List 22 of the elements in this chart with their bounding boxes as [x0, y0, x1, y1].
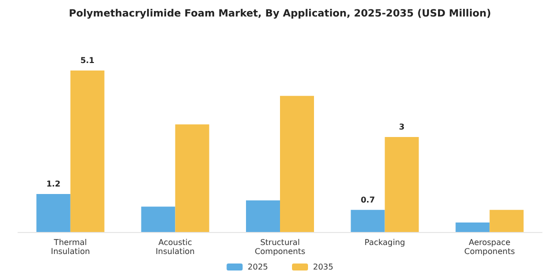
bar [175, 124, 210, 232]
data-label: 0.7 [360, 195, 375, 204]
data-label: 3 [399, 122, 405, 132]
bar [141, 206, 176, 232]
bar [350, 210, 385, 232]
bar [280, 96, 314, 232]
bar [490, 210, 524, 232]
x-tick-label: Thermal Insulation [50, 238, 90, 256]
x-tick-label: Acoustic Insulation [156, 238, 195, 256]
chart-title: Polymethacrylimide Foam Market, By Application, 2025-2035 (USD Million) [68, 8, 492, 20]
x-tick-label: Structural Components [254, 238, 306, 256]
data-label: 5.1 [80, 56, 95, 65]
x-tick-label: Packaging [364, 238, 406, 247]
bar [70, 70, 104, 232]
legend-label: 2025 [248, 262, 268, 272]
bar [36, 194, 70, 232]
x-tick-label: Aerospace Components [464, 238, 515, 256]
data-label: 1.2 [46, 180, 60, 188]
bar [456, 222, 490, 232]
bar [384, 137, 419, 232]
legend-label: 2035 [313, 262, 334, 272]
bar [246, 200, 280, 232]
